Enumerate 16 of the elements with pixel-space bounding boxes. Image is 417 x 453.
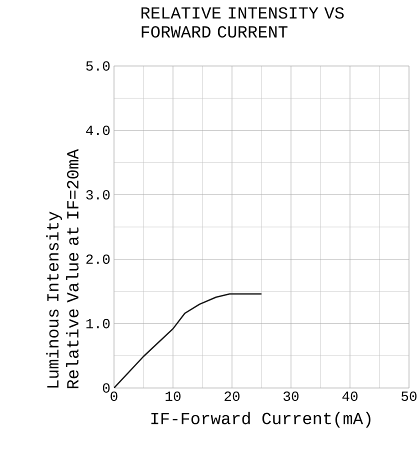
x-tick-label: 40 bbox=[342, 392, 358, 401]
y-tick-label: 4.0 bbox=[86, 126, 110, 136]
x-tick-label: 0 bbox=[110, 392, 118, 401]
y-tick-label: 1.0 bbox=[86, 318, 110, 328]
y-tick-label: 5.0 bbox=[86, 61, 110, 71]
x-tick-label: 50 bbox=[402, 392, 417, 401]
x-tick-label: 30 bbox=[284, 392, 299, 401]
x-axis-title: IF-Forward Current(mA) bbox=[151, 412, 370, 428]
x-tick-label: 20 bbox=[224, 392, 240, 401]
y-tick-label: 2.0 bbox=[86, 254, 110, 264]
x-tick-label: 10 bbox=[166, 392, 181, 401]
y-axis-title: Luminous Intensity Relative Value at IF=20mA bbox=[46, 149, 79, 388]
y-tick-label: 3.0 bbox=[86, 190, 110, 200]
y-tick-label: 0 bbox=[102, 383, 110, 393]
line-series bbox=[114, 293, 262, 388]
chart-title: RELATIVE INTENSITY VS FORWARD CURRENT bbox=[142, 7, 344, 38]
